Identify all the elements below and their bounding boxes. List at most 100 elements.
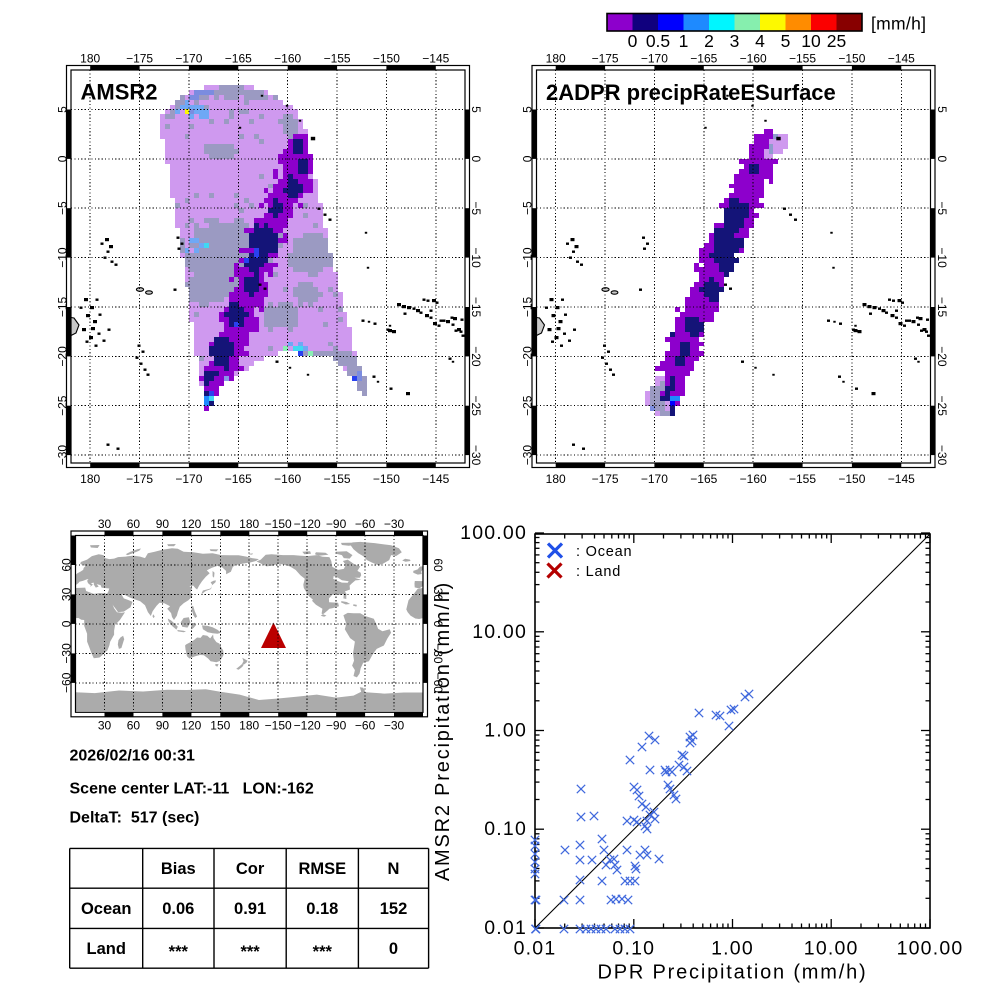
svg-text:180: 180: [239, 719, 259, 733]
svg-text:−25: −25: [469, 396, 483, 417]
svg-text:0.10: 0.10: [612, 938, 655, 960]
svg-text:−25: −25: [935, 396, 949, 417]
svg-text:180: 180: [80, 52, 100, 66]
svg-text:−60: −60: [355, 719, 376, 733]
svg-text:180: 180: [80, 472, 100, 486]
svg-text:2026/02/16 00:31: 2026/02/16 00:31: [70, 748, 196, 765]
svg-text:: Land: : Land: [576, 564, 621, 580]
svg-text:120: 120: [181, 719, 201, 733]
svg-text:0: 0: [935, 156, 949, 163]
svg-text:−30: −30: [935, 445, 949, 466]
svg-text:−160: −160: [274, 472, 301, 486]
svg-text:−155: −155: [324, 472, 351, 486]
svg-text:−90: −90: [326, 719, 347, 733]
svg-text:0.06: 0.06: [162, 900, 194, 918]
svg-text:−120: −120: [294, 517, 321, 531]
svg-text:−20: −20: [935, 346, 949, 367]
svg-text:1: 1: [679, 31, 689, 51]
svg-text:Land: Land: [86, 940, 125, 958]
svg-text:***: ***: [240, 943, 260, 961]
svg-text:−170: −170: [641, 472, 668, 486]
svg-text:−170: −170: [175, 52, 202, 66]
svg-text:30: 30: [98, 517, 112, 531]
svg-text:60: 60: [127, 517, 141, 531]
svg-text:−165: −165: [690, 52, 717, 66]
svg-text:−30: −30: [521, 445, 535, 466]
svg-text:1.00: 1.00: [484, 720, 527, 742]
svg-text:3: 3: [730, 31, 740, 51]
svg-text:−5: −5: [521, 201, 535, 215]
svg-text:1.00: 1.00: [711, 938, 754, 960]
svg-text:152: 152: [380, 900, 408, 918]
svg-text:10: 10: [801, 31, 821, 51]
svg-text:RMSE: RMSE: [298, 860, 346, 878]
svg-text:−165: −165: [690, 472, 717, 486]
svg-text:4: 4: [755, 31, 765, 51]
svg-text:−160: −160: [274, 52, 301, 66]
svg-text:−155: −155: [324, 52, 351, 66]
svg-text:−155: −155: [789, 472, 816, 486]
svg-text:−30: −30: [384, 517, 405, 531]
svg-text:150: 150: [210, 517, 230, 531]
svg-text:−150: −150: [838, 472, 865, 486]
svg-text:−145: −145: [888, 52, 915, 66]
svg-text:−175: −175: [592, 52, 619, 66]
svg-text:−145: −145: [422, 472, 449, 486]
svg-text:25: 25: [827, 31, 846, 51]
svg-text:0.01: 0.01: [484, 917, 527, 939]
svg-text:10.00: 10.00: [472, 621, 527, 643]
svg-text:−175: −175: [126, 472, 153, 486]
svg-text:N: N: [388, 860, 400, 878]
svg-text:10.00: 10.00: [804, 938, 859, 960]
svg-text:5: 5: [469, 106, 483, 113]
svg-text:***: ***: [169, 943, 189, 961]
svg-text:−60: −60: [60, 672, 74, 693]
svg-text:0: 0: [431, 621, 445, 628]
svg-text:−175: −175: [126, 52, 153, 66]
svg-text:90: 90: [156, 719, 170, 733]
svg-text:−20: −20: [56, 346, 70, 367]
svg-text:−30: −30: [431, 643, 445, 664]
svg-text:AMSR2: AMSR2: [81, 80, 158, 105]
svg-text:−150: −150: [265, 517, 292, 531]
svg-text:−165: −165: [225, 472, 252, 486]
svg-text:−150: −150: [373, 52, 400, 66]
svg-text:−150: −150: [265, 719, 292, 733]
svg-text:−160: −160: [740, 52, 767, 66]
svg-text:0.18: 0.18: [306, 900, 338, 918]
svg-text:150: 150: [210, 719, 230, 733]
svg-text:***: ***: [313, 943, 333, 961]
svg-text:−10: −10: [56, 247, 70, 268]
svg-text:−25: −25: [56, 395, 70, 416]
svg-text:90: 90: [156, 517, 170, 531]
svg-text:−20: −20: [521, 346, 535, 367]
svg-text:−15: −15: [56, 296, 70, 317]
svg-text:−30: −30: [469, 445, 483, 466]
svg-text:−15: −15: [935, 297, 949, 318]
svg-text:−10: −10: [469, 247, 483, 268]
svg-text:−10: −10: [935, 247, 949, 268]
svg-text:0.10: 0.10: [484, 818, 527, 840]
svg-text:0: 0: [389, 940, 398, 958]
svg-text:0: 0: [521, 155, 535, 162]
svg-text:−60: −60: [355, 517, 376, 531]
svg-text:−5: −5: [935, 201, 949, 215]
svg-text:Bias: Bias: [161, 860, 196, 878]
svg-text:180: 180: [546, 472, 566, 486]
svg-text:Cor: Cor: [236, 860, 265, 878]
svg-text:−145: −145: [422, 52, 449, 66]
svg-text:−15: −15: [469, 297, 483, 318]
svg-text:5: 5: [521, 106, 535, 113]
svg-text:0: 0: [56, 155, 70, 162]
svg-text:−20: −20: [469, 346, 483, 367]
svg-text:−155: −155: [789, 52, 816, 66]
svg-text:0: 0: [469, 156, 483, 163]
svg-text:0: 0: [628, 31, 638, 51]
svg-text:−10: −10: [521, 247, 535, 268]
svg-text:60: 60: [60, 558, 74, 572]
svg-text:−5: −5: [469, 201, 483, 215]
svg-text:2ADPR precipRateESurface: 2ADPR precipRateESurface: [546, 80, 836, 105]
svg-text:30: 30: [60, 587, 74, 601]
svg-text:−160: −160: [740, 472, 767, 486]
svg-text:−5: −5: [56, 201, 70, 215]
